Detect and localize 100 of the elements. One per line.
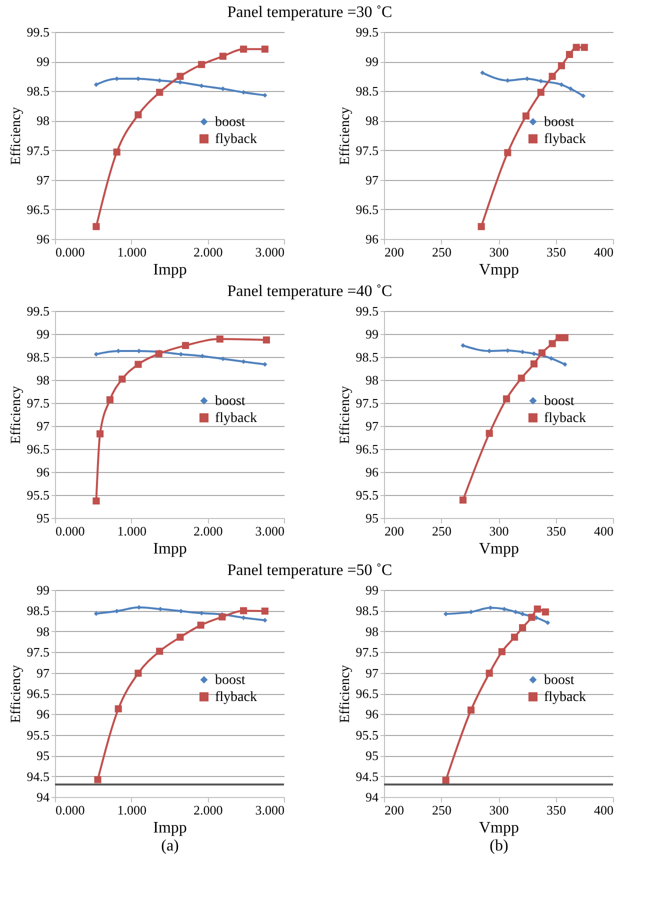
y-tick-label: 99: [366, 582, 378, 598]
y-tick-label: 95: [36, 748, 50, 764]
x-tick-label: 400: [594, 524, 614, 538]
legend-label: boost: [544, 394, 574, 409]
x-tick-label: 1.000: [117, 524, 146, 538]
y-tick-label: 97: [36, 665, 50, 680]
x-tick-label: 350: [546, 524, 566, 538]
y-tick-label: 97: [366, 172, 379, 188]
y-tick-label: 98.5: [356, 84, 378, 99]
x-tick-label: 300: [489, 244, 509, 260]
x-axis-title: Vmpp: [479, 820, 519, 836]
x-axis-title: Impp: [153, 820, 187, 836]
y-tick-label: 96: [366, 232, 379, 246]
legend-label: boost: [214, 672, 246, 688]
x-tick-label: 3.000: [255, 244, 284, 260]
y-tick-label: 98: [366, 624, 378, 639]
y-tick-label: 99: [366, 54, 378, 70]
x-tick-label: 0.000: [56, 244, 85, 260]
y-tick-label: 98.5: [26, 84, 50, 99]
y-tick-label: 97: [36, 418, 50, 434]
chart-title: Panel temperature =40 ˚C: [227, 283, 392, 300]
legend-label: flyback: [544, 410, 586, 426]
y-tick-label: 98.5: [26, 350, 50, 364]
y-tick-label: 96: [36, 706, 50, 722]
y-tick-label: 98.5: [26, 603, 50, 618]
y-tick-label: 97: [366, 665, 379, 680]
x-tick-label: 0.000: [56, 802, 85, 818]
y-tick-label: 97.5: [356, 396, 378, 410]
legend-label: boost: [214, 394, 246, 409]
y-tick-label: 96.5: [26, 442, 50, 456]
y-tick-label: 97.5: [26, 396, 50, 410]
x-axis-title: Impp: [153, 540, 187, 558]
y-tick-label: 95.5: [26, 488, 50, 502]
x-tick-label: 250: [432, 244, 452, 260]
y-tick-label: 94.5: [356, 768, 378, 784]
legend-label: boost: [544, 672, 574, 688]
x-tick-label: 300: [489, 802, 509, 818]
y-tick-label: 94.5: [26, 768, 50, 784]
y-tick-label: 95.5: [356, 727, 378, 742]
y-tick-label: 96: [36, 232, 50, 246]
x-tick-label: 200: [384, 244, 404, 260]
y-axis-title: Efficiency: [8, 664, 24, 724]
x-axis-title: Vmpp: [479, 540, 519, 558]
y-tick-label: 99.5: [26, 304, 50, 318]
legend-label: boost: [544, 114, 574, 130]
legend-label: flyback: [214, 690, 257, 705]
x-tick-label: 1.000: [117, 802, 146, 818]
y-tick-label: 97.5: [356, 644, 378, 660]
y-tick-label: 97.5: [356, 142, 378, 158]
y-axis-title: Efficiency: [8, 106, 24, 166]
x-tick-label: 3.000: [255, 802, 284, 818]
legend-label: flyback: [544, 132, 586, 147]
y-tick-label: 96: [36, 464, 50, 480]
y-tick-label: 97.5: [26, 644, 50, 660]
x-tick-label: 200: [384, 802, 404, 818]
y-tick-label: 98: [36, 113, 50, 128]
y-tick-label: 96.5: [26, 686, 50, 701]
x-tick-label: 300: [489, 524, 509, 538]
y-tick-label: 98: [36, 624, 50, 639]
x-tick-label: 250: [432, 524, 452, 538]
text: (a): [161, 838, 179, 854]
x-tick-label: 250: [432, 802, 452, 818]
y-axis-title: Efficiency: [8, 386, 24, 444]
x-axis-title: Vmpp: [479, 262, 519, 278]
y-axis-title: Efficiency: [338, 386, 353, 444]
y-tick-label: 99: [36, 54, 50, 70]
x-tick-label: 1.000: [117, 244, 146, 260]
y-axis-title: Efficiency: [338, 106, 353, 166]
y-tick-label: 96: [366, 706, 379, 722]
legend-label: flyback: [214, 132, 257, 147]
y-tick-label: 98: [366, 113, 378, 128]
y-tick-label: 96.5: [356, 442, 378, 456]
legend-label: boost: [214, 114, 246, 130]
y-tick-label: 95: [366, 510, 378, 526]
x-axis-title: Impp: [153, 262, 187, 278]
x-tick-label: 2.000: [194, 244, 223, 260]
x-tick-label: 2.000: [194, 802, 223, 818]
x-tick-label: 400: [594, 244, 614, 260]
x-tick-label: 0.000: [56, 524, 85, 538]
y-tick-label: 99: [36, 582, 50, 598]
legend-label: flyback: [214, 410, 257, 426]
y-tick-label: 96.5: [356, 686, 378, 701]
x-tick-label: 400: [594, 802, 614, 818]
y-tick-label: 99.5: [26, 24, 50, 40]
y-axis-title: Efficiency: [338, 664, 353, 724]
x-tick-label: 350: [546, 244, 566, 260]
y-tick-label: 94: [36, 790, 50, 804]
y-tick-label: 98: [36, 372, 50, 388]
legend-label: flyback: [544, 690, 586, 705]
y-tick-label: 99.5: [356, 304, 378, 318]
y-tick-label: 96.5: [26, 202, 50, 217]
y-tick-label: 99: [36, 326, 50, 342]
y-tick-label: 95.5: [356, 488, 378, 502]
x-tick-label: 2.000: [194, 524, 223, 538]
y-tick-label: 94: [366, 790, 379, 804]
chart-title: Panel temperature =50 ˚C: [227, 562, 392, 579]
y-tick-label: 95: [366, 748, 378, 764]
y-tick-label: 97: [366, 418, 379, 434]
y-tick-label: 97.5: [26, 142, 50, 158]
y-tick-label: 99.5: [356, 24, 378, 40]
